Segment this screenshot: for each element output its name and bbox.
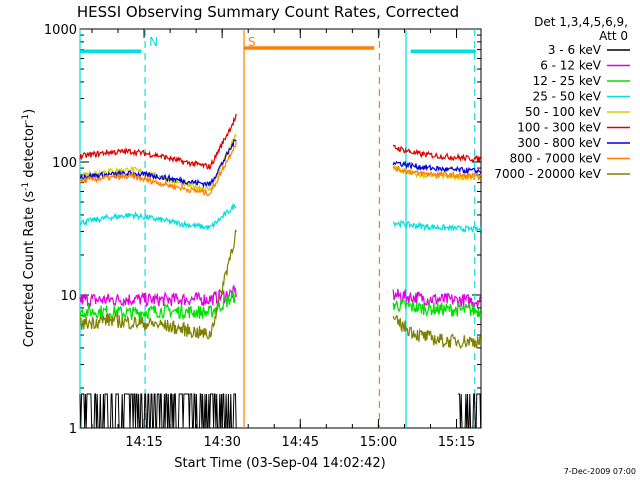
x-tick-label: 14:45 <box>282 435 319 450</box>
legend-item-label: 25 - 50 keV <box>533 90 602 104</box>
y-tick-label: 1000 <box>44 23 77 38</box>
y-axis-label: Corrected Count Rate (s-1 detector-1) <box>21 109 37 347</box>
legend-item-label: 800 - 7000 keV <box>510 152 602 166</box>
series-line-6 <box>79 113 482 170</box>
y-tick-label: 10 <box>60 289 77 304</box>
y-axis-label-part: Corrected Count Rate (s <box>22 191 37 348</box>
x-tick-label: 14:15 <box>125 435 162 450</box>
saa-annotation: S <box>248 35 256 49</box>
series-line-7 <box>79 138 482 189</box>
legend-item-label: 3 - 6 keV <box>548 43 602 57</box>
series-line-8 <box>79 141 482 197</box>
y-tick-label: 1 <box>69 422 77 437</box>
legend-item-label: 6 - 12 keV <box>540 59 602 73</box>
plot-area: 1 10 100 1000 14:15 14:30 14:45 15:00 15:15 N S <box>44 23 482 450</box>
series-line-1 <box>79 393 482 429</box>
legend-item-label: 7000 - 20000 keV <box>494 167 601 181</box>
x-axis-label: Start Time (03-Sep-04 14:02:42) <box>174 456 385 471</box>
y-axis-label-part: detector <box>22 122 37 182</box>
legend-item-label: 12 - 25 keV <box>533 74 602 88</box>
night-annotation: N <box>149 35 158 49</box>
series-line-4 <box>79 202 482 234</box>
x-tick-label: 14:30 <box>203 435 240 450</box>
y-tick-label: 100 <box>52 156 77 171</box>
legend-item-label: 300 - 800 keV <box>517 136 601 150</box>
x-tick-label: 15:15 <box>438 435 475 450</box>
series-line-2 <box>79 284 481 308</box>
y-axis-label-superscript: -1 <box>21 182 31 191</box>
series-line-3 <box>79 289 482 321</box>
footer-date: 7-Dec-2009 07:00 <box>564 467 636 476</box>
legend: Det 1,3,4,5,6,9,Att 03 - 6 keV 6 - 12 keV… <box>494 15 630 181</box>
legend-header: Det 1,3,4,5,6,9, <box>534 15 628 29</box>
y-axis-label-superscript: -1 <box>21 114 31 123</box>
legend-item-label: 50 - 100 keV <box>525 105 602 119</box>
legend-header: Att 0 <box>599 29 628 43</box>
legend-item-label: 100 - 300 keV <box>517 121 601 135</box>
series-line-9 <box>79 229 482 350</box>
x-tick-label: 15:00 <box>360 435 397 450</box>
y-axis-label-part: ) <box>22 109 37 114</box>
chart-title: HESSI Observing Summary Count Rates, Cor… <box>77 3 459 21</box>
